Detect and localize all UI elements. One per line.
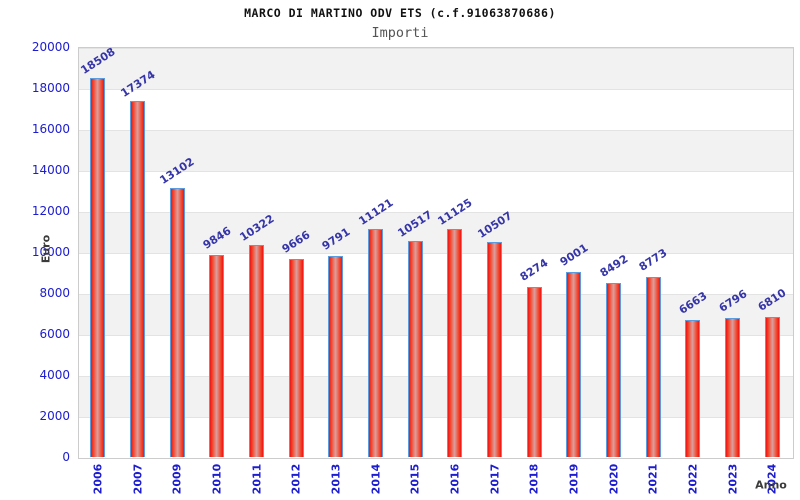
x-tick-label: 2022 [686,463,700,495]
y-tick-label: 0 [62,450,70,464]
x-tick-label: 2007 [131,463,144,495]
y-tick-label: 20000 [31,40,70,54]
x-axis-title: Anno [755,478,787,492]
bar [368,229,383,457]
y-tick-label: 12000 [31,204,70,218]
bar [526,287,542,457]
x-tick-label: 2020 [607,463,620,495]
bar [606,282,621,457]
x-tick-label: 2021 [646,463,660,495]
bar [90,77,106,457]
x-tick-label: 2011 [250,463,263,495]
x-tick-label: 2015 [408,463,422,495]
y-tick-label: 8000 [39,286,70,300]
x-tick-label: 2012 [289,463,303,495]
x-tick-label: 2023 [726,463,739,495]
bar [407,241,423,457]
x-tick-label: 2013 [329,463,343,495]
bar [249,245,264,457]
chart-title: MARCO DI MARTINO ODV ETS (c.f.9106387068… [244,6,556,20]
y-tick-label: 18000 [31,81,70,95]
x-tick-label: 2019 [567,463,581,495]
bar [169,188,185,457]
bar [566,272,582,457]
x-tick-label: 2006 [91,463,105,495]
bar [209,255,225,457]
y-tick-label: 6000 [39,327,70,341]
y-tick-label: 2000 [39,409,70,423]
bar [645,277,661,457]
y-tick-label: 4000 [39,368,70,382]
x-tick-label: 2018 [527,463,541,495]
x-tick-label: 2010 [210,463,224,495]
bar [130,100,145,457]
bar [764,317,780,457]
bar [685,320,701,457]
y-tick-label: 10000 [31,245,70,259]
y-tick-label: 16000 [31,122,70,136]
chart-subtitle: Importi [371,25,429,41]
x-tick-label: 2014 [369,463,382,495]
y-tick-label: 14000 [31,163,70,177]
bar [487,241,502,457]
plot-area [78,47,794,459]
bar [288,258,304,457]
bar [328,256,344,457]
bar [725,317,740,457]
x-tick-label: 2017 [488,463,501,495]
y-axis-title: Euro [39,234,53,264]
bar [447,228,463,457]
x-tick-label: 2016 [448,463,462,495]
x-tick-label: 2009 [170,463,184,495]
